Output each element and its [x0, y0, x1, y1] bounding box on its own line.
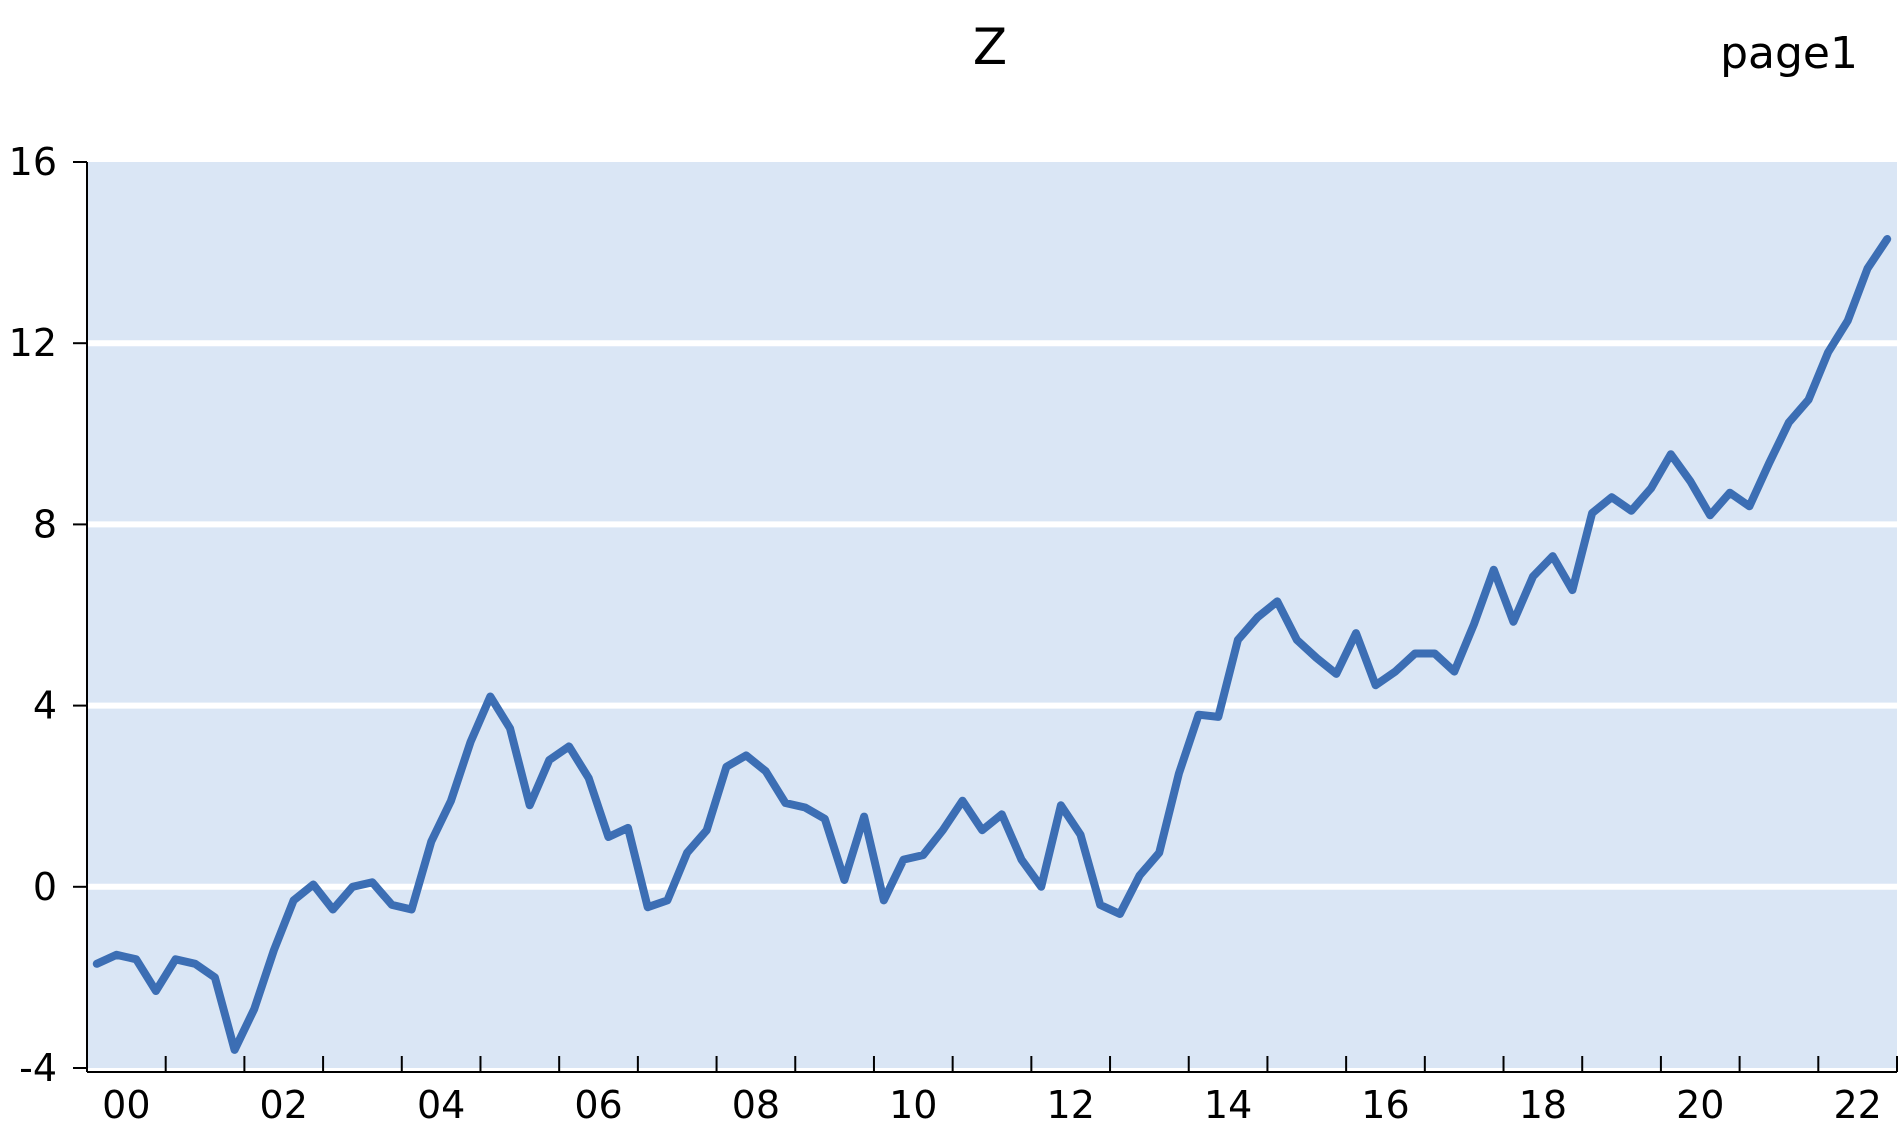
- x-tick-label: 02: [260, 1083, 308, 1127]
- y-tick-label: 8: [33, 502, 57, 546]
- y-tick-label: 4: [33, 684, 57, 728]
- x-tick-label: 22: [1833, 1083, 1881, 1127]
- x-axis-ticks: 00 02 04 06 08 10 12 14 16 18 20 22: [86, 1056, 1898, 1127]
- plot-area: [87, 162, 1897, 1068]
- y-axis-ticks: -4 0 4 8 12 16: [9, 140, 87, 1090]
- x-tick-label: 10: [889, 1083, 937, 1127]
- x-tick-label: 18: [1519, 1083, 1567, 1127]
- grid-lines: [87, 340, 1897, 890]
- x-tick-label: 00: [102, 1083, 150, 1127]
- y-tick-label: 12: [9, 321, 57, 365]
- y-tick-label: -4: [19, 1046, 57, 1090]
- x-tick-label: 06: [574, 1083, 622, 1127]
- x-tick-label: 08: [732, 1083, 780, 1127]
- x-tick-label: 20: [1676, 1083, 1724, 1127]
- series-line-z: [92, 235, 1892, 1054]
- x-tick-label: 12: [1047, 1083, 1095, 1127]
- y-tick-label: 16: [9, 140, 57, 184]
- x-tick-label: 04: [417, 1083, 465, 1127]
- page-label: page1: [1720, 28, 1858, 79]
- x-tick-label: 16: [1361, 1083, 1409, 1127]
- chart-title: Z: [973, 18, 1007, 76]
- axes: [86, 162, 1897, 1073]
- y-tick-label: 0: [33, 865, 57, 909]
- x-tick-label: 14: [1204, 1083, 1252, 1127]
